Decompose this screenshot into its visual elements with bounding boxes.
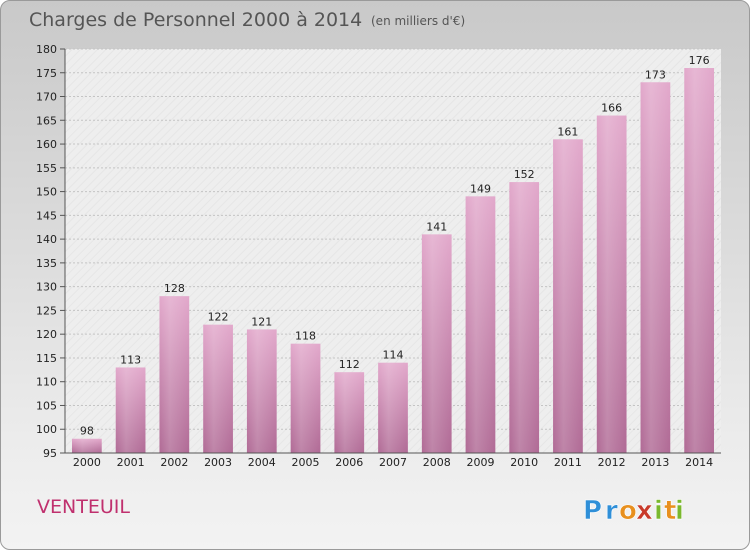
y-tick-label: 165 [36,114,57,127]
bar-shine [596,115,627,454]
x-tick-label: 2005 [292,456,320,469]
y-tick-label: 115 [36,352,57,365]
y-tick-label: 140 [36,233,57,246]
bar-shine [378,362,408,453]
x-tick-label: 2013 [641,456,669,469]
x-tick-label: 2009 [466,456,494,469]
logo-letter: o [619,496,637,526]
y-tick-label: 175 [36,67,57,80]
bar-shine [640,82,671,453]
y-tick-label: 155 [36,162,57,175]
bar-shine [115,367,146,453]
x-tick-label: 2010 [510,456,538,469]
y-tick-label: 145 [36,209,57,222]
value-label: 149 [470,182,491,195]
y-tick-label: 100 [36,423,57,436]
y-tick-label: 125 [36,304,57,317]
x-tick-label: 2002 [160,456,188,469]
bar-shine [290,343,321,453]
value-label: 161 [557,125,578,138]
value-label: 128 [164,282,185,295]
logo-letter: P [583,496,602,526]
value-label: 166 [601,102,622,115]
value-label: 118 [295,330,316,343]
bar-shine [246,329,277,453]
value-label: 121 [251,315,272,328]
logo-letter: i [675,496,684,526]
bar-shine [553,139,583,453]
value-label: 113 [120,353,141,366]
y-tick-label: 110 [36,376,57,389]
value-label: 173 [645,68,666,81]
value-label: 122 [208,311,229,324]
value-label: 152 [514,168,535,181]
value-label: 98 [80,425,94,438]
chart-subtitle: (en milliers d'€) [371,14,465,28]
bar-shine [203,324,233,453]
value-label: 114 [383,349,404,362]
value-label: 112 [339,358,360,371]
x-tick-label: 2004 [248,456,276,469]
x-tick-label: 2007 [379,456,407,469]
x-tick-label: 2000 [73,456,101,469]
bar-shine [509,182,540,454]
y-tick-label: 170 [36,91,57,104]
y-tick-label: 130 [36,281,57,294]
y-tick-label: 160 [36,138,57,151]
logo-letter: r [605,496,618,526]
x-tick-label: 2003 [204,456,232,469]
x-tick-label: 2012 [598,456,626,469]
value-label: 141 [426,220,447,233]
town-name: VENTEUIL [37,496,130,518]
bar-shine [334,372,365,453]
bar-shine [421,234,452,453]
bar-shine [71,438,102,453]
x-tick-label: 2001 [117,456,145,469]
value-label: 176 [689,54,710,67]
logo-letter: t [664,496,676,526]
y-tick-label: 95 [43,447,57,460]
y-tick-label: 180 [36,43,57,56]
logo-letter: i [654,496,663,526]
x-tick-label: 2011 [554,456,582,469]
x-tick-label: 2006 [335,456,363,469]
logo-letter: x [636,496,653,526]
y-tick-label: 120 [36,328,57,341]
bar-shine [159,296,190,453]
y-tick-label: 150 [36,186,57,199]
y-tick-label: 105 [36,399,57,412]
bars: 98 113 128 122 121 118 112 114 141 149 152 161 166 17… [71,54,715,454]
y-tick-label: 135 [36,257,57,270]
x-tick-label: 2008 [423,456,451,469]
y-axis: 95 100 105 110 115 120 125 130 135 140 145 150 155 16… [36,43,66,460]
x-axis: 2000 2001 2002 2003 2004 2005 2006 2007 2008 2009… [65,452,721,469]
chart-title: Charges de Personnel 2000 à 2014 [29,9,362,31]
x-tick-label: 2014 [685,456,713,469]
bar-shine [465,196,496,453]
bar-shine [684,68,715,453]
